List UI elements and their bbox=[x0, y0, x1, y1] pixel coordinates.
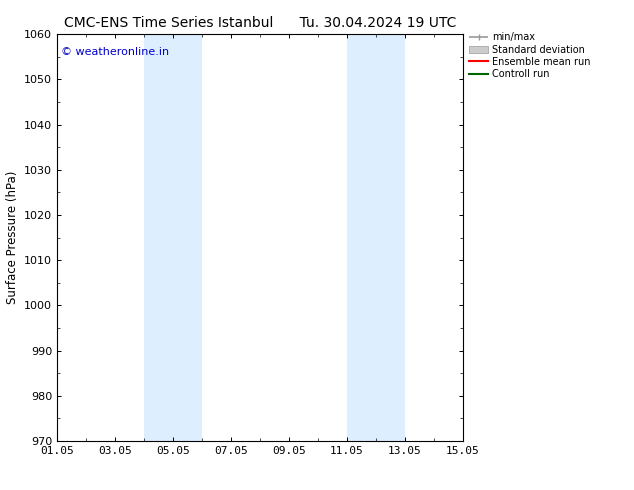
Bar bbox=[347, 34, 405, 441]
Bar bbox=[144, 34, 202, 441]
Text: © weatheronline.in: © weatheronline.in bbox=[61, 47, 169, 56]
Legend: min/max, Standard deviation, Ensemble mean run, Controll run: min/max, Standard deviation, Ensemble me… bbox=[467, 30, 593, 81]
Y-axis label: Surface Pressure (hPa): Surface Pressure (hPa) bbox=[6, 171, 18, 304]
Title: CMC-ENS Time Series Istanbul      Tu. 30.04.2024 19 UTC: CMC-ENS Time Series Istanbul Tu. 30.04.2… bbox=[64, 16, 456, 30]
